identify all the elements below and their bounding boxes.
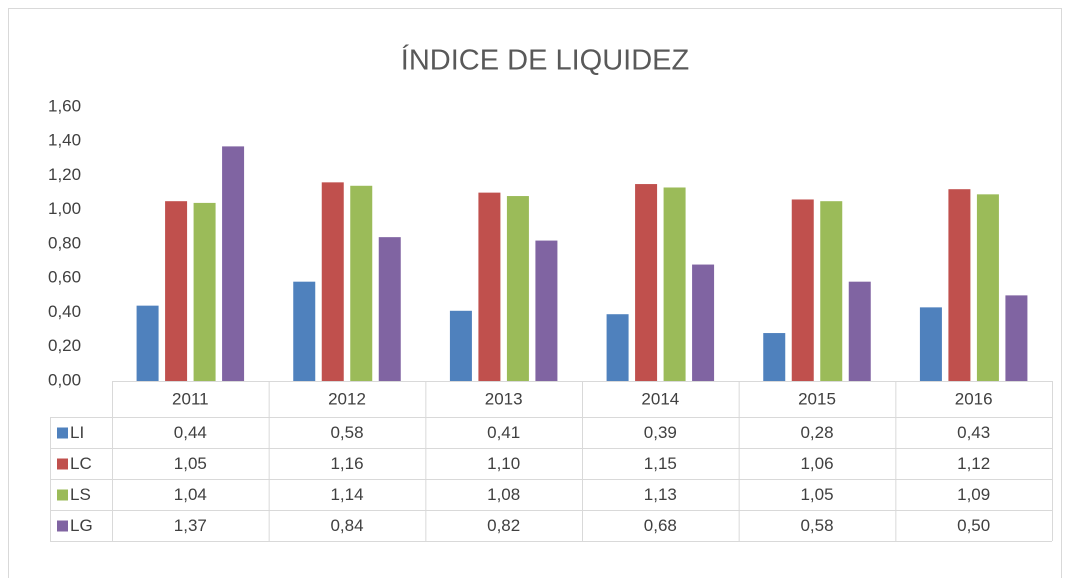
- x-tick-label: 2015: [798, 389, 836, 408]
- y-tick-label: 1,00: [48, 199, 81, 218]
- table-value: 1,12: [957, 454, 990, 473]
- chart-title: ÍNDICE DE LIQUIDEZ: [401, 44, 689, 77]
- legend-swatch: [57, 520, 68, 532]
- table-value: 1,08: [487, 485, 520, 504]
- table-value: 0,68: [644, 516, 677, 535]
- bar: [663, 187, 686, 381]
- bar: [606, 314, 629, 381]
- bar: [506, 196, 529, 381]
- table-value: 0,82: [487, 516, 520, 535]
- legend-label: LG: [70, 516, 93, 535]
- y-tick-label: 0,00: [48, 370, 81, 389]
- table-value: 1,10: [487, 454, 520, 473]
- bar: [976, 194, 999, 381]
- table-value: 0,50: [957, 516, 990, 535]
- table-value: 1,16: [330, 454, 363, 473]
- table-value: 1,09: [957, 485, 990, 504]
- bar: [193, 202, 216, 381]
- bar: [136, 305, 159, 381]
- table-value: 0,58: [330, 423, 363, 442]
- y-tick-label: 0,20: [48, 336, 81, 355]
- bar: [321, 182, 344, 381]
- y-tick-label: 1,60: [48, 96, 81, 115]
- x-tick-label: 2013: [485, 389, 523, 408]
- x-tick-label: 2011: [172, 389, 209, 408]
- table-value: 0,58: [800, 516, 833, 535]
- table-value: 0,44: [174, 423, 207, 442]
- bar: [692, 264, 715, 381]
- bar: [820, 201, 843, 381]
- bar: [449, 310, 472, 381]
- bar: [222, 146, 245, 381]
- y-tick-label: 0,80: [48, 233, 81, 252]
- table-value: 0,41: [487, 423, 520, 442]
- table-value: 1,06: [800, 454, 833, 473]
- table-value: 0,84: [330, 516, 363, 535]
- legend-swatch: [57, 458, 68, 470]
- bar: [478, 192, 501, 381]
- bar: [635, 184, 658, 381]
- table-value: 1,05: [800, 485, 833, 504]
- bar: [919, 307, 942, 381]
- bar: [293, 281, 316, 381]
- legend-label: LC: [70, 454, 92, 473]
- bar: [848, 281, 871, 381]
- table-value: 1,14: [330, 485, 363, 504]
- y-tick-label: 1,40: [48, 131, 81, 150]
- bar: [791, 199, 814, 381]
- table-value: 1,04: [174, 485, 207, 504]
- legend-swatch: [57, 427, 68, 439]
- y-tick-label: 0,40: [48, 302, 81, 321]
- table-value: 0,28: [800, 423, 833, 442]
- legend-label: LS: [70, 485, 91, 504]
- table-value: 1,13: [644, 485, 677, 504]
- x-tick-label: 2012: [328, 389, 366, 408]
- legend-label: LI: [70, 423, 84, 442]
- table-value: 1,15: [644, 454, 677, 473]
- bar: [165, 201, 188, 381]
- bar: [948, 189, 971, 381]
- x-tick-label: 2016: [955, 389, 993, 408]
- bar: [535, 240, 558, 381]
- bar: [1005, 295, 1028, 381]
- y-tick-label: 0,60: [48, 268, 81, 287]
- bar: [763, 333, 786, 381]
- table-value: 1,37: [174, 516, 207, 535]
- bar: [350, 185, 373, 381]
- x-tick-label: 2014: [641, 389, 679, 408]
- table-value: 1,05: [174, 454, 207, 473]
- y-tick-label: 1,20: [48, 165, 81, 184]
- table-value: 0,43: [957, 423, 990, 442]
- table-value: 0,39: [644, 423, 677, 442]
- legend-swatch: [57, 489, 68, 501]
- bar: [378, 237, 401, 381]
